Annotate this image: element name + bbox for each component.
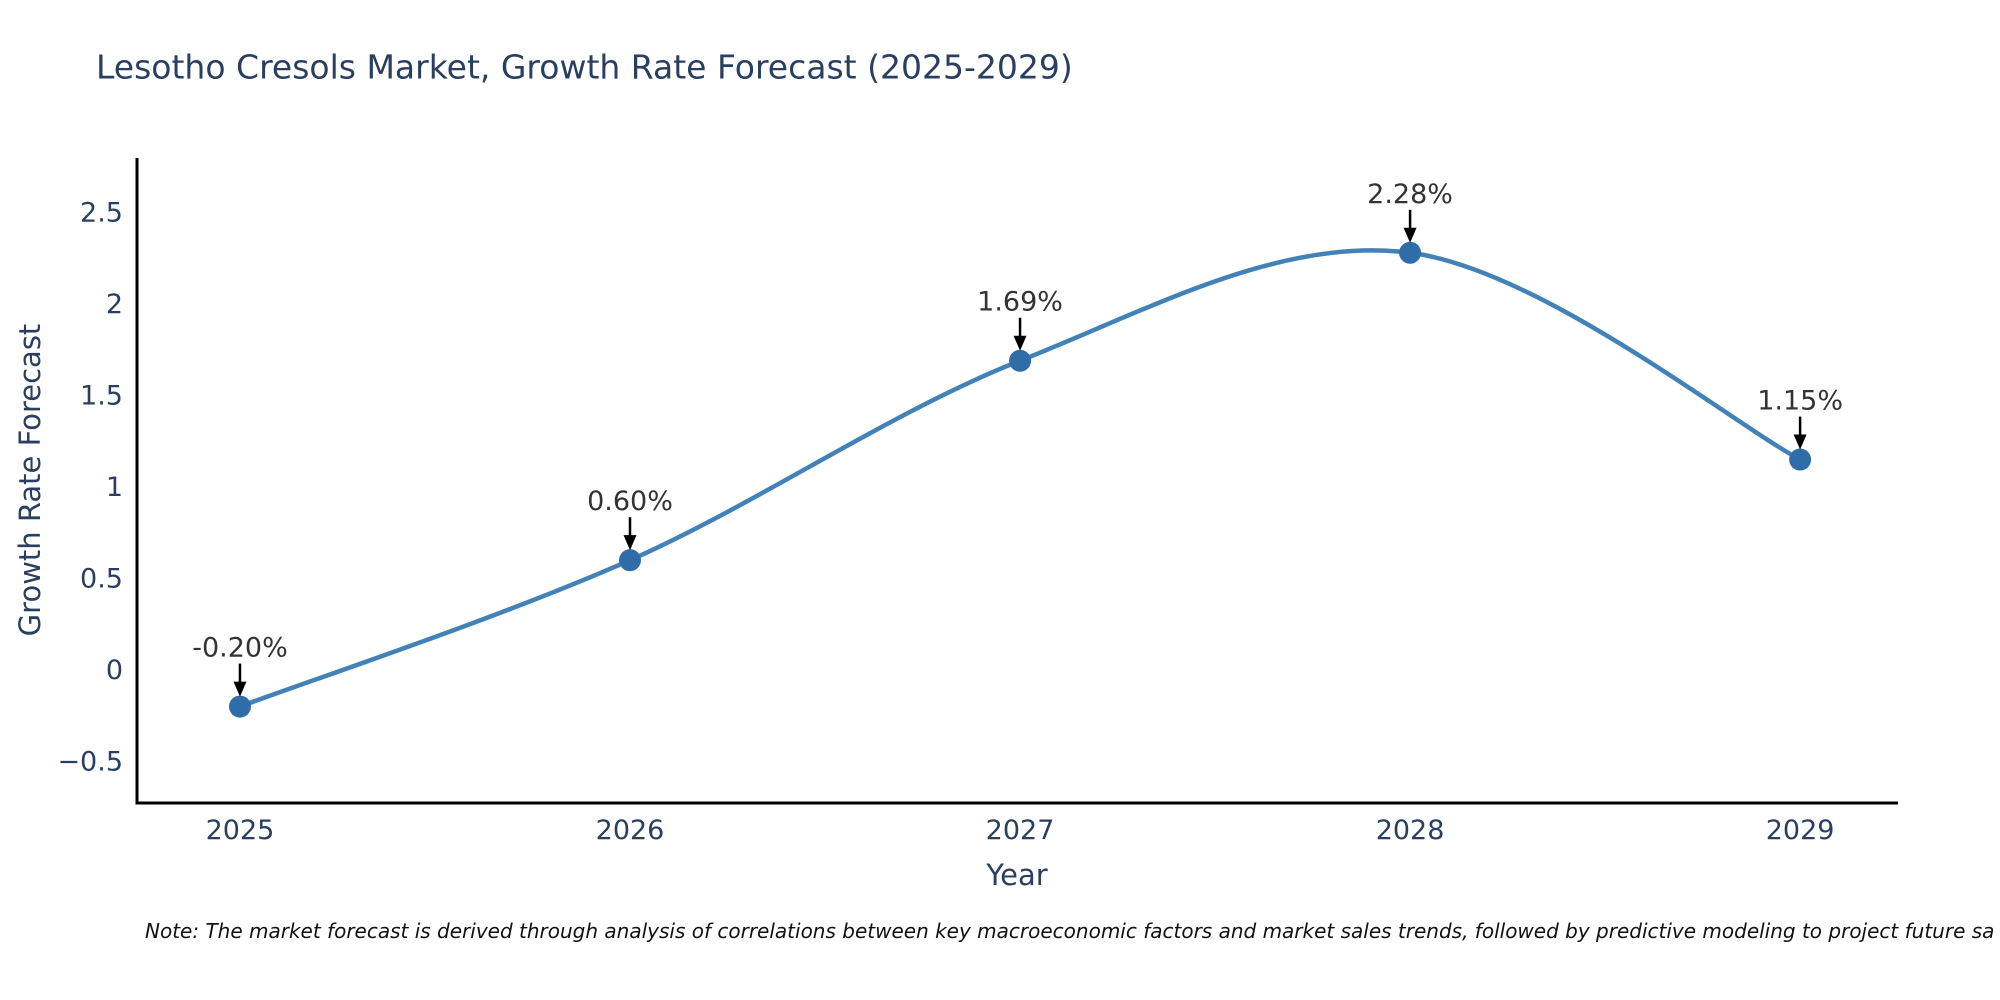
x-tick-label: 2025 (206, 815, 275, 846)
data-point-marker[interactable] (228, 695, 251, 718)
point-value-label: 1.15% (1757, 386, 1843, 417)
footnote: Note: The market forecast is derived thr… (145, 919, 1995, 943)
y-tick-label: −0.5 (57, 746, 123, 777)
chart-title: Lesotho Cresols Market, Growth Rate Fore… (96, 47, 1073, 87)
y-tick-label: 0 (106, 655, 123, 686)
data-point-marker[interactable] (1789, 448, 1812, 471)
data-point-marker[interactable] (619, 549, 642, 572)
point-value-label: -0.20% (192, 633, 288, 664)
annotation-arrowhead (233, 681, 247, 697)
y-tick-label: 0.5 (80, 563, 123, 594)
y-tick-label: 2 (106, 289, 123, 320)
data-point-marker[interactable] (1009, 349, 1032, 372)
annotation-arrowhead (1793, 434, 1807, 450)
y-tick-label: 2.5 (80, 198, 123, 229)
x-tick-label: 2026 (596, 815, 665, 846)
annotation-arrowhead (1013, 335, 1027, 351)
x-tick-label: 2028 (1376, 815, 1445, 846)
x-axis-title: Year (986, 858, 1048, 892)
y-tick-label: 1 (106, 472, 123, 503)
point-value-label: 2.28% (1367, 179, 1453, 210)
annotation-arrowhead (1403, 227, 1417, 243)
point-value-label: 1.69% (977, 287, 1063, 318)
y-tick-label: 1.5 (80, 381, 123, 412)
data-point-marker[interactable] (1399, 241, 1422, 264)
x-tick-label: 2029 (1766, 815, 1835, 846)
point-value-label: 0.60% (587, 486, 673, 517)
annotation-arrowhead (623, 535, 637, 551)
x-tick-label: 2027 (986, 815, 1055, 846)
